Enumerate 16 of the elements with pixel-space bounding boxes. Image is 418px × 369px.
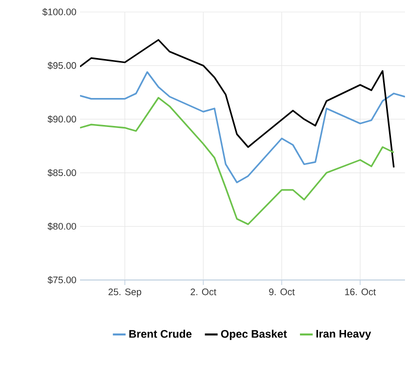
x-tick-label: 9. Oct [269,288,295,296]
y-tick-label: $75.00 [48,276,76,284]
x-tick-label: 25. Sep [108,288,142,298]
legend-label: Brent Crude [129,330,192,338]
y-tick-label: $100.00 [42,8,76,16]
y-tick-label: $80.00 [48,222,76,230]
legend-label: Opec Basket [221,330,287,340]
y-tick-label: $85.00 [48,168,76,177]
x-tick-label: 16. Oct [345,288,376,296]
line-series [80,96,395,226]
line-series [80,39,395,168]
y-tick-label: $90.00 [48,115,76,124]
x-tick-label: 2. Oct [190,288,216,296]
legend-label: Iran Heavy [316,330,372,340]
y-tick-label: $95.00 [48,62,76,70]
line-series [80,71,405,184]
